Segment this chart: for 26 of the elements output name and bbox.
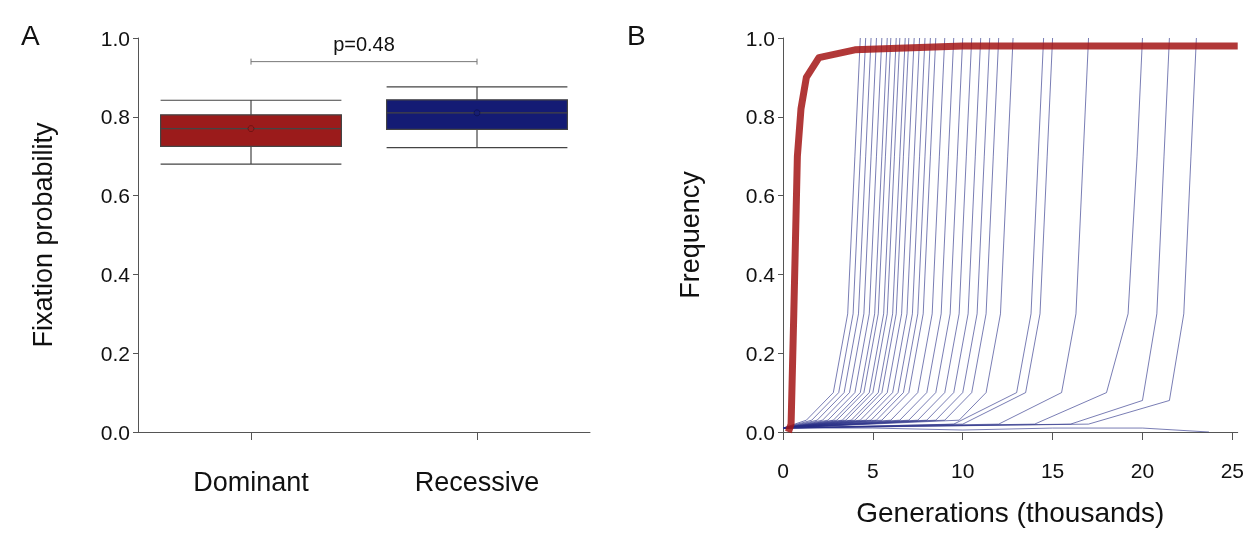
x-tick-label: 5 [867, 459, 879, 482]
x-tick-label: 0 [777, 459, 789, 482]
x-axis-title: Generations (thousands) [856, 496, 1165, 528]
x-tick-label: 10 [951, 459, 975, 482]
annotation: p=0.48 [333, 32, 395, 55]
chart-title: B [627, 19, 646, 51]
y-tick-label: 1.0 [100, 26, 130, 50]
y-axis-title: Frequency [674, 170, 705, 299]
x-tick-label: 20 [1130, 459, 1155, 482]
y-tick-label: 0.2 [745, 341, 775, 365]
y-tick-label: 0.4 [745, 262, 776, 286]
y-tick-label: 0.6 [745, 184, 775, 208]
y-axis-title: Fixation probability [27, 121, 58, 348]
y-tick-label: 0.4 [100, 262, 131, 286]
y-tick-label: 0.2 [100, 341, 130, 365]
y-tick-label: 1.0 [745, 26, 775, 50]
y-tick-label: 0.0 [745, 420, 775, 444]
y-tick-label: 0.0 [100, 420, 130, 444]
x-tick-label: 15 [1040, 459, 1065, 482]
y-tick-label: 0.8 [745, 105, 775, 129]
y-tick-label: 0.6 [100, 184, 130, 208]
x-tick-label: Recessive [414, 466, 540, 497]
y-tick-label: 0.8 [100, 105, 130, 129]
chart-title: A [21, 19, 40, 51]
x-tick-label: 25 [1220, 459, 1244, 482]
x-tick-label: Dominant [193, 466, 310, 497]
